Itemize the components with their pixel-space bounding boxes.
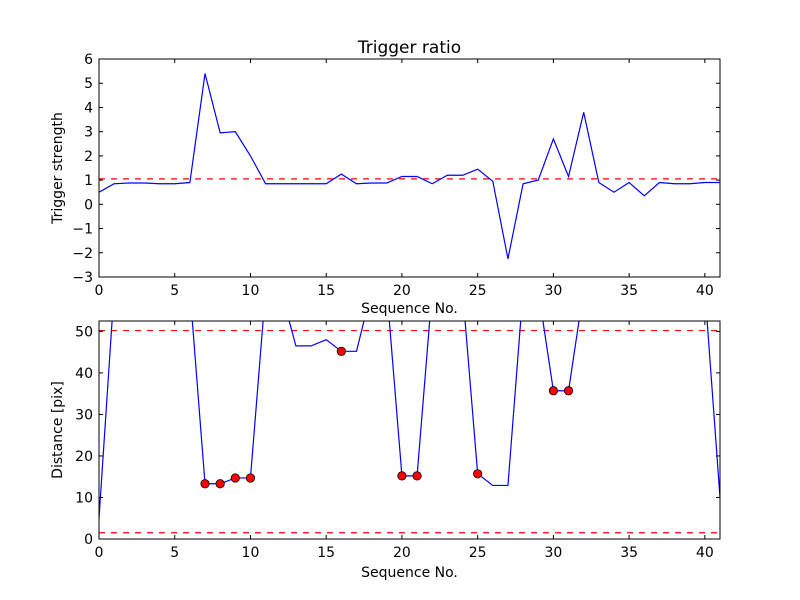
x-tick-label: 35 bbox=[620, 545, 638, 561]
x-tick-label: 15 bbox=[317, 283, 335, 299]
data-point-marker bbox=[548, 386, 558, 396]
y-tick-label: 0 bbox=[84, 532, 93, 548]
distance-chart: 0 5 10 15 20 25 30 35 40 0 10 20 30 40 50 Sequence No… bbox=[50, 320, 721, 581]
y-axis-label: Distance [pix] bbox=[50, 381, 66, 479]
data-point-marker bbox=[412, 471, 422, 481]
x-tick-label: 20 bbox=[393, 283, 411, 299]
y-tick-label: 40 bbox=[75, 366, 93, 382]
x-tick-label: 0 bbox=[95, 283, 104, 299]
x-axis-label: Sequence No. bbox=[361, 565, 458, 581]
data-point-marker bbox=[336, 346, 346, 356]
marker-points bbox=[200, 346, 574, 489]
x-tick-label: 30 bbox=[544, 283, 562, 299]
x-tick-label: 0 bbox=[95, 545, 104, 561]
y-tick-label: 20 bbox=[75, 449, 93, 465]
data-point-marker bbox=[397, 471, 407, 481]
y-tick-label: 50 bbox=[75, 324, 93, 340]
y-tick-label: −1 bbox=[72, 222, 93, 238]
x-tick-label: 25 bbox=[469, 283, 487, 299]
reference-lines bbox=[99, 329, 720, 534]
x-tick-labels: 0 5 10 15 20 25 30 35 40 bbox=[95, 545, 714, 561]
series-line bbox=[99, 73, 720, 259]
x-tick-label: 30 bbox=[544, 545, 562, 561]
y-tick-label: 3 bbox=[84, 125, 93, 141]
trigger-ratio-chart: 0 5 10 15 20 25 30 35 40 −3 −2 −1 0 1 2 3 4 5 6 Sequence … bbox=[50, 52, 721, 317]
x-tick-label: 5 bbox=[170, 283, 179, 299]
chart-title: Trigger ratio bbox=[357, 38, 461, 58]
y-tick-label: 6 bbox=[84, 52, 93, 68]
data-point-marker bbox=[200, 479, 210, 489]
x-tick-label: 40 bbox=[696, 545, 714, 561]
y-tick-label: 10 bbox=[75, 490, 93, 506]
x-tick-label: 5 bbox=[170, 545, 179, 561]
x-tick-label: 10 bbox=[242, 283, 260, 299]
y-tick-label: 0 bbox=[84, 197, 93, 213]
series-lines bbox=[99, 321, 720, 519]
y-axis-label: Trigger strength bbox=[50, 112, 66, 225]
x-tick-label: 25 bbox=[469, 545, 487, 561]
x-tick-label: 10 bbox=[242, 545, 260, 561]
series-line bbox=[99, 321, 720, 519]
x-tick-label: 35 bbox=[620, 283, 638, 299]
x-axis-label: Sequence No. bbox=[361, 301, 458, 317]
plot-frame bbox=[98, 320, 721, 540]
axis-ticks bbox=[98, 321, 720, 540]
x-tick-label: 15 bbox=[317, 545, 335, 561]
y-tick-label: −3 bbox=[72, 270, 93, 286]
data-point-marker bbox=[245, 473, 256, 483]
y-tick-label: 2 bbox=[84, 149, 93, 165]
series-lines bbox=[99, 73, 720, 259]
x-tick-label: 40 bbox=[696, 283, 714, 299]
y-tick-labels: −3 −2 −1 0 1 2 3 4 5 6 bbox=[72, 52, 93, 286]
data-point-marker bbox=[563, 386, 574, 396]
data-point-marker bbox=[215, 479, 225, 489]
plot-frame bbox=[98, 58, 721, 278]
y-tick-label: 5 bbox=[84, 76, 93, 92]
x-tick-label: 20 bbox=[393, 545, 411, 561]
y-tick-labels: 0 10 20 30 40 50 bbox=[75, 324, 93, 548]
data-point-marker bbox=[230, 473, 240, 483]
x-tick-labels: 0 5 10 15 20 25 30 35 40 bbox=[95, 283, 714, 299]
y-tick-label: −2 bbox=[72, 246, 93, 262]
y-tick-label: 4 bbox=[84, 100, 93, 116]
data-point-marker bbox=[473, 469, 483, 479]
y-tick-label: 1 bbox=[84, 173, 93, 189]
y-tick-label: 30 bbox=[75, 407, 93, 423]
